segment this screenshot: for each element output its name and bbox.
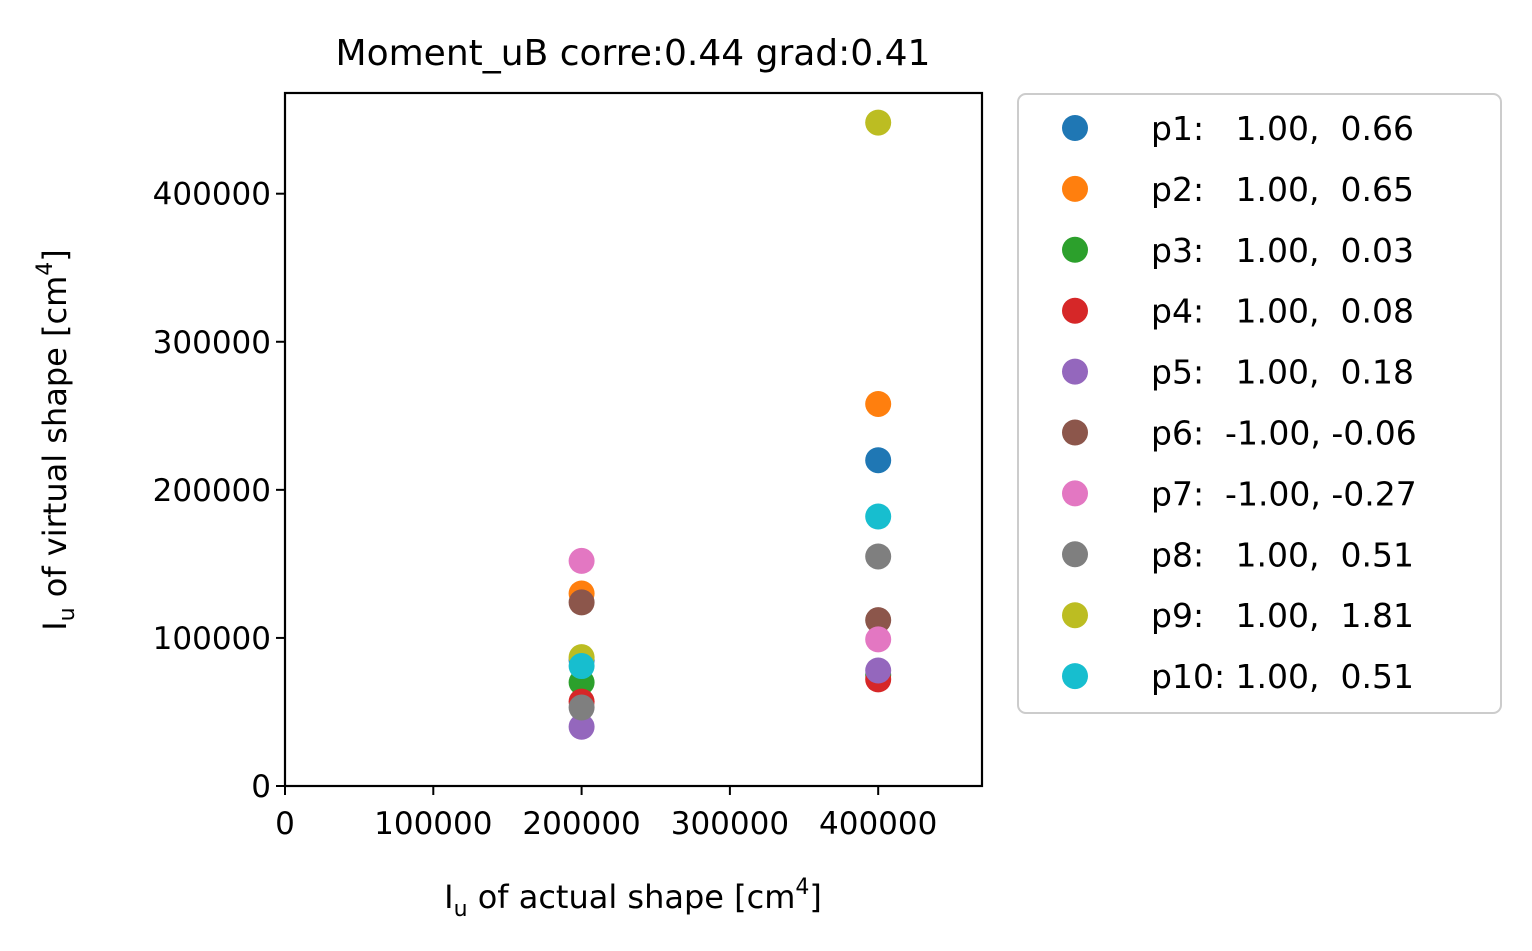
x-tick-label: 0 <box>275 806 295 842</box>
legend-label-5: p5: 1.00, 0.18 <box>1151 353 1414 392</box>
legend-marker-1 <box>1062 115 1088 141</box>
point-10-2 <box>865 503 892 530</box>
legend-marker-6 <box>1062 419 1088 446</box>
y-tick-label: 400000 <box>153 177 271 213</box>
legend-marker-10 <box>1062 663 1088 690</box>
legend-frame <box>1017 93 1502 714</box>
point-7-2 <box>865 626 892 653</box>
point-8-1 <box>568 694 595 721</box>
y-tick-label: 200000 <box>153 473 271 509</box>
legend-label-4: p4: 1.00, 0.08 <box>1151 292 1414 331</box>
legend-label-10: p10: 1.00, 0.51 <box>1151 657 1414 696</box>
point-1-2 <box>865 447 892 474</box>
x-axis-ticks: 0 100000 200000 300000 400000 <box>275 786 937 842</box>
x-tick-label: 300000 <box>671 806 789 842</box>
legend-marker-3 <box>1062 236 1088 263</box>
x-tick-label: 100000 <box>374 806 492 842</box>
plot-area-frame <box>283 91 984 788</box>
y-axis-ticks: 0 100000 200000 300000 400000 <box>153 177 285 805</box>
legend-marker-5 <box>1062 358 1088 385</box>
point-7-1 <box>568 547 595 574</box>
legend-entries: p1: 1.00, 0.66 p2: 1.00, 0.65 p3: 1.00, 0.… <box>1062 109 1417 696</box>
point-10-1 <box>568 653 595 680</box>
point-2-2 <box>865 390 892 417</box>
legend-label-7: p7: -1.00, -0.27 <box>1151 474 1417 513</box>
y-tick-label: 0 <box>251 769 271 805</box>
y-axis-label: Iu of virtual shape [cm4] <box>33 249 80 631</box>
x-tick-label: 200000 <box>522 806 640 842</box>
legend-label-1: p1: 1.00, 0.66 <box>1151 109 1414 148</box>
point-8-2 <box>865 543 892 570</box>
point-5-1 <box>568 713 595 740</box>
y-tick-label: 300000 <box>153 325 271 361</box>
data-points <box>568 109 892 740</box>
legend-label-9: p9: 1.00, 1.81 <box>1151 596 1414 635</box>
point-6-1 <box>568 589 595 616</box>
legend-label-8: p8: 1.00, 0.51 <box>1151 535 1414 574</box>
y-tick-label: 100000 <box>153 621 271 657</box>
legend-marker-8 <box>1062 541 1088 568</box>
legend-label-2: p2: 1.00, 0.65 <box>1151 170 1414 209</box>
legend-label-3: p3: 1.00, 0.03 <box>1151 231 1414 270</box>
x-axis-label: Iu of actual shape [cm4] <box>444 875 822 922</box>
chart-title: Moment_uB corre:0.44 grad:0.41 <box>336 33 931 74</box>
x-tick-label: 400000 <box>819 806 937 842</box>
legend-marker-2 <box>1062 175 1088 202</box>
legend-marker-9 <box>1062 602 1088 629</box>
legend: p1: 1.00, 0.66 p2: 1.00, 0.65 p3: 1.00, 0.… <box>1017 93 1502 714</box>
point-6-2 <box>865 607 892 634</box>
legend-marker-4 <box>1062 297 1088 324</box>
point-5-2 <box>865 657 892 684</box>
legend-label-6: p6: -1.00, -0.06 <box>1151 414 1417 453</box>
point-9-2 <box>865 109 892 136</box>
legend-marker-7 <box>1062 480 1088 507</box>
